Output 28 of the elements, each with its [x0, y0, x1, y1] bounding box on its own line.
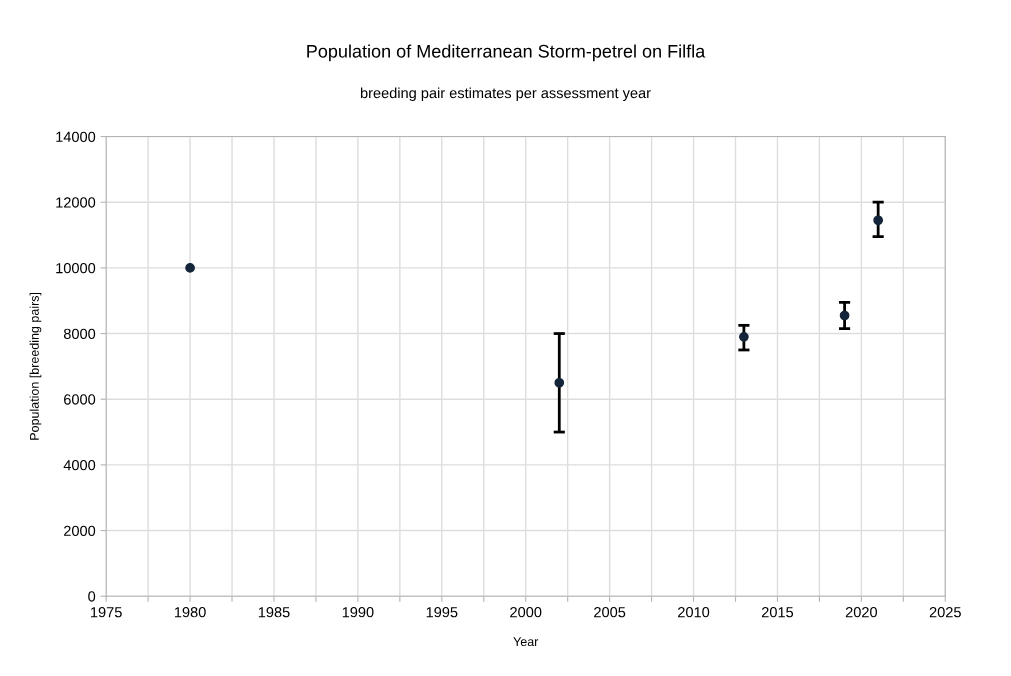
x-axis-title: Year	[513, 637, 539, 647]
point	[739, 331, 749, 342]
point	[839, 310, 850, 321]
chart-subtitle: breeding pair estimates per assessment year	[360, 87, 651, 102]
y-tick-label: 8000	[63, 328, 96, 339]
y-tick-label: 14000	[56, 131, 96, 142]
x-tick-label: 1995	[426, 607, 458, 618]
y-tick-label: 0	[88, 591, 96, 602]
y-tick-label: 10000	[56, 262, 96, 274]
chart-title: Population of Mediterranean Storm-petrel on Filfla	[307, 44, 706, 62]
point	[873, 215, 884, 226]
x-tick-label: 1975	[91, 607, 122, 618]
y-tick-label: 12000	[56, 197, 96, 208]
x-tick-label: 2010	[678, 607, 710, 618]
x-tick-label: 2005	[594, 607, 626, 618]
x-tick-label: 2025	[929, 607, 961, 618]
y-tick-label: 4000	[63, 460, 96, 471]
x-tick-label: 1980	[174, 607, 206, 618]
y-tick-label: 6000	[64, 394, 96, 405]
point	[185, 263, 195, 273]
x-tick-label: 2020	[845, 607, 878, 618]
y-tick-label: 2000	[64, 525, 96, 536]
y-axis-title: Population [breeding pairs]	[29, 292, 42, 440]
x-tick-label: 2015	[761, 607, 794, 618]
x-tick-label: 1985	[258, 607, 290, 618]
point	[554, 377, 565, 388]
x-tick-label: 2000	[510, 607, 542, 618]
x-tick-label: 1990	[342, 607, 374, 618]
